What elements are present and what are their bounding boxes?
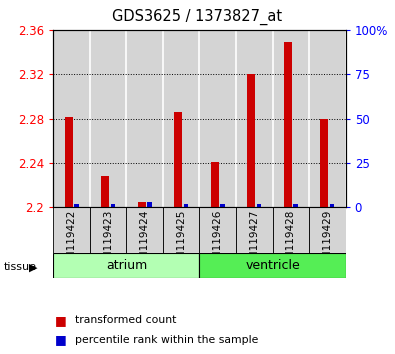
Text: atrium: atrium bbox=[106, 259, 147, 272]
Bar bbox=[293, 204, 298, 207]
Text: GSM119426: GSM119426 bbox=[213, 210, 223, 273]
Bar bbox=[74, 204, 79, 207]
Text: GSM119427: GSM119427 bbox=[249, 210, 259, 273]
Bar bbox=[163, 207, 199, 253]
Bar bbox=[236, 207, 273, 253]
Bar bbox=[273, 207, 309, 253]
Bar bbox=[273, 30, 309, 207]
Bar bbox=[174, 112, 182, 207]
Text: ■: ■ bbox=[55, 314, 67, 327]
Text: tissue: tissue bbox=[4, 262, 37, 272]
Bar bbox=[257, 204, 261, 207]
Bar bbox=[220, 204, 225, 207]
Text: GSM119423: GSM119423 bbox=[103, 210, 113, 273]
Text: transformed count: transformed count bbox=[75, 315, 177, 325]
Bar bbox=[147, 202, 152, 207]
Bar bbox=[53, 253, 199, 278]
Text: ▶: ▶ bbox=[29, 263, 38, 273]
Text: ■: ■ bbox=[55, 333, 67, 346]
Text: GDS3625 / 1373827_at: GDS3625 / 1373827_at bbox=[113, 9, 282, 25]
Text: GSM119425: GSM119425 bbox=[176, 210, 186, 273]
Bar bbox=[126, 207, 163, 253]
Bar bbox=[65, 118, 73, 207]
Bar bbox=[309, 30, 346, 207]
Bar bbox=[138, 201, 146, 207]
Bar bbox=[309, 207, 346, 253]
Bar bbox=[236, 30, 273, 207]
Bar bbox=[53, 207, 90, 253]
Bar bbox=[111, 204, 115, 207]
Bar bbox=[163, 30, 199, 207]
Bar bbox=[90, 30, 126, 207]
Bar bbox=[320, 119, 329, 207]
Text: GSM119422: GSM119422 bbox=[67, 210, 77, 273]
Bar bbox=[90, 207, 126, 253]
Text: GSM119424: GSM119424 bbox=[140, 210, 150, 273]
Text: percentile rank within the sample: percentile rank within the sample bbox=[75, 335, 258, 345]
Bar bbox=[184, 204, 188, 207]
Bar bbox=[211, 162, 219, 207]
Bar bbox=[101, 176, 109, 207]
Bar bbox=[199, 253, 346, 278]
Bar bbox=[53, 30, 90, 207]
Bar bbox=[199, 30, 236, 207]
Text: GSM119429: GSM119429 bbox=[322, 210, 332, 273]
Text: GSM119428: GSM119428 bbox=[286, 210, 296, 273]
Bar bbox=[126, 30, 163, 207]
Bar bbox=[330, 204, 334, 207]
Bar bbox=[247, 74, 256, 207]
Bar bbox=[284, 42, 292, 207]
Bar bbox=[199, 207, 236, 253]
Text: ventricle: ventricle bbox=[245, 259, 300, 272]
